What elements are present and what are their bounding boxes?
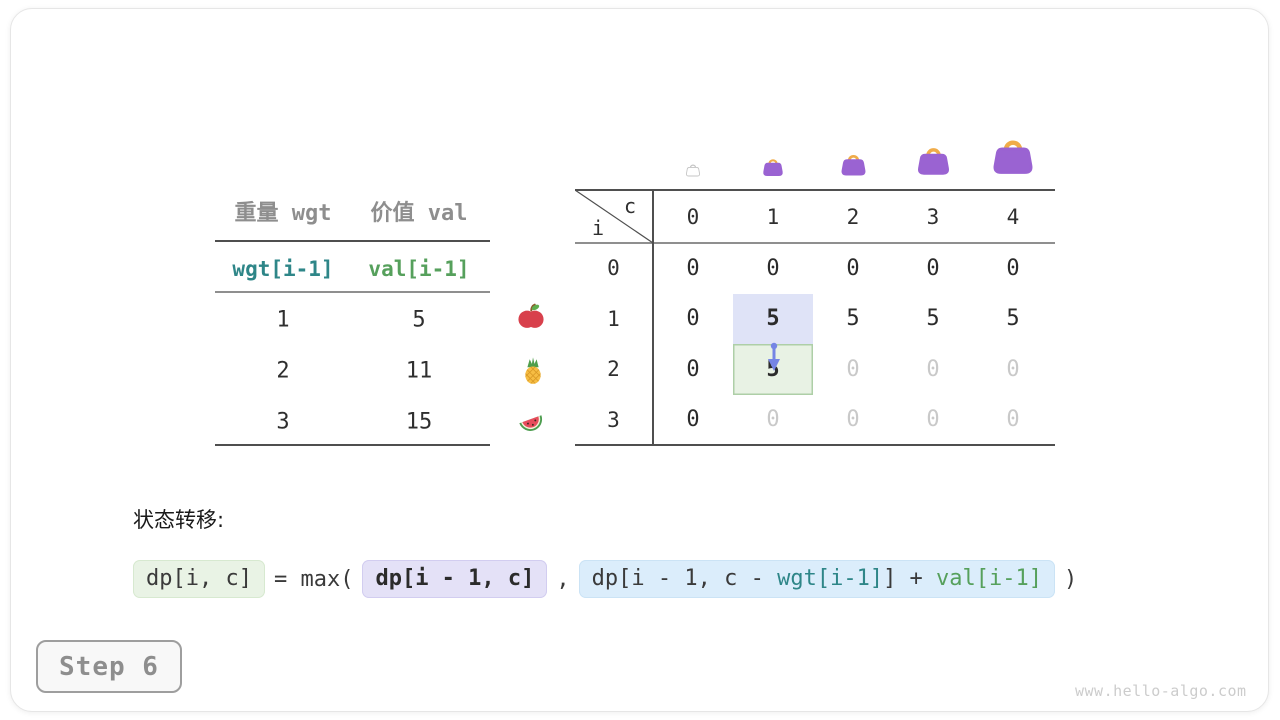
dp-cell: 0 (686, 306, 700, 332)
item-table-header-value: 价值 val (370, 201, 468, 226)
dp-cell: 0 (846, 407, 860, 433)
dp-column-headers: 0 1 2 3 4 (653, 190, 1053, 243)
item-table-header-weight: 重量 wgt (234, 201, 332, 226)
dp-cell: 0 (1006, 356, 1020, 382)
item-weight-cell: 3 (276, 409, 290, 435)
dp-cell: 0 (846, 255, 860, 281)
dp-cell: 0 (686, 407, 700, 433)
corner-row-axis-label: i (591, 216, 605, 240)
dp-table-rule-bottom (575, 444, 1055, 446)
dp-table-rule-top (575, 189, 1055, 191)
dp-grid: 0 0 0 0 0 0 5 5 5 5 0 5 0 0 0 0 0 0 0 0 (653, 243, 1053, 445)
dp-cell: 5 (926, 306, 940, 332)
bag-icon-capacity-1 (763, 159, 783, 176)
dp-cell: 0 (926, 356, 940, 382)
dp-cell: 0 (766, 407, 780, 433)
formula-equals-max: = max( (273, 566, 354, 592)
corner-diagonal-line (575, 190, 653, 243)
bag-icon-capacity-4 (993, 140, 1033, 174)
formula-option2-prefix: dp[i - 1, c - (591, 566, 778, 591)
bag-icon-capacity-3 (918, 148, 949, 175)
watermark: www.hello-algo.com (1075, 682, 1247, 700)
pineapple-icon (525, 357, 541, 384)
item-value-cell: 11 (405, 358, 433, 384)
apple-icon (518, 303, 544, 328)
item-table-rule-middle (215, 291, 490, 293)
item-table-index-wgt: wgt[i-1] (232, 257, 334, 281)
step-badge-label: Step 6 (59, 651, 159, 682)
dp-col-header: 3 (926, 204, 940, 229)
item-value-cell: 15 (405, 409, 433, 435)
formula-option2-mid: ] + (883, 566, 937, 591)
formula-option1-box: dp[i - 1, c] (362, 560, 548, 598)
dp-table-rule-vertical (652, 189, 654, 446)
formula-comma: , (556, 566, 570, 592)
formula-result-box: dp[i, c] (133, 560, 265, 598)
item-table-index-val: val[i-1] (368, 257, 470, 281)
dp-cell: 0 (686, 255, 700, 281)
dp-row-label: 1 (607, 306, 620, 331)
transition-arrow-icon (768, 342, 780, 371)
state-transition-formula: dp[i, c] = max( dp[i - 1, c] , dp[i - 1,… (133, 560, 1077, 598)
item-table-rule-top (215, 240, 490, 242)
dp-table-rule-header (575, 242, 1055, 244)
bag-icon-capacity-2 (841, 154, 866, 176)
corner-col-axis-label: c (623, 194, 637, 218)
dp-cell: 0 (846, 356, 860, 382)
item-weight-cell: 1 (276, 307, 290, 333)
dp-cell: 0 (1006, 255, 1020, 281)
item-weight-cell: 2 (276, 358, 290, 384)
dp-cell: 5 (846, 306, 860, 332)
step-badge: Step 6 (36, 640, 182, 693)
dp-row-labels: 0 1 2 3 (575, 243, 652, 445)
dp-cell: 0 (926, 407, 940, 433)
dp-cell: 5 (1006, 306, 1020, 332)
watermelon-icon (519, 415, 543, 431)
dp-row-label: 0 (607, 256, 620, 281)
dp-col-header: 1 (766, 204, 780, 229)
dp-cell: 0 (766, 255, 780, 281)
dp-col-header: 4 (1006, 204, 1020, 229)
item-value-cell: 5 (412, 307, 426, 333)
state-transition-label: 状态转移: (133, 508, 225, 532)
dp-col-header: 2 (846, 204, 860, 229)
item-table-rule-bottom (215, 444, 490, 446)
dp-col-header: 0 (686, 204, 700, 229)
formula-wgt-term: wgt[i-1] (777, 566, 884, 591)
dp-cell: 0 (686, 356, 700, 382)
dp-cell: 0 (926, 255, 940, 281)
bag-icon-capacity-0 (685, 164, 701, 177)
dp-cell-source: 5 (733, 293, 813, 344)
dp-row-label: 2 (607, 357, 620, 382)
formula-option2-box: dp[i - 1, c - wgt[i-1]] + val[i-1] (578, 560, 1056, 598)
formula-close-paren: ) (1064, 566, 1078, 592)
dp-cell: 0 (1006, 407, 1020, 433)
dp-row-label: 3 (607, 407, 620, 432)
formula-val-term: val[i-1] (936, 566, 1043, 591)
